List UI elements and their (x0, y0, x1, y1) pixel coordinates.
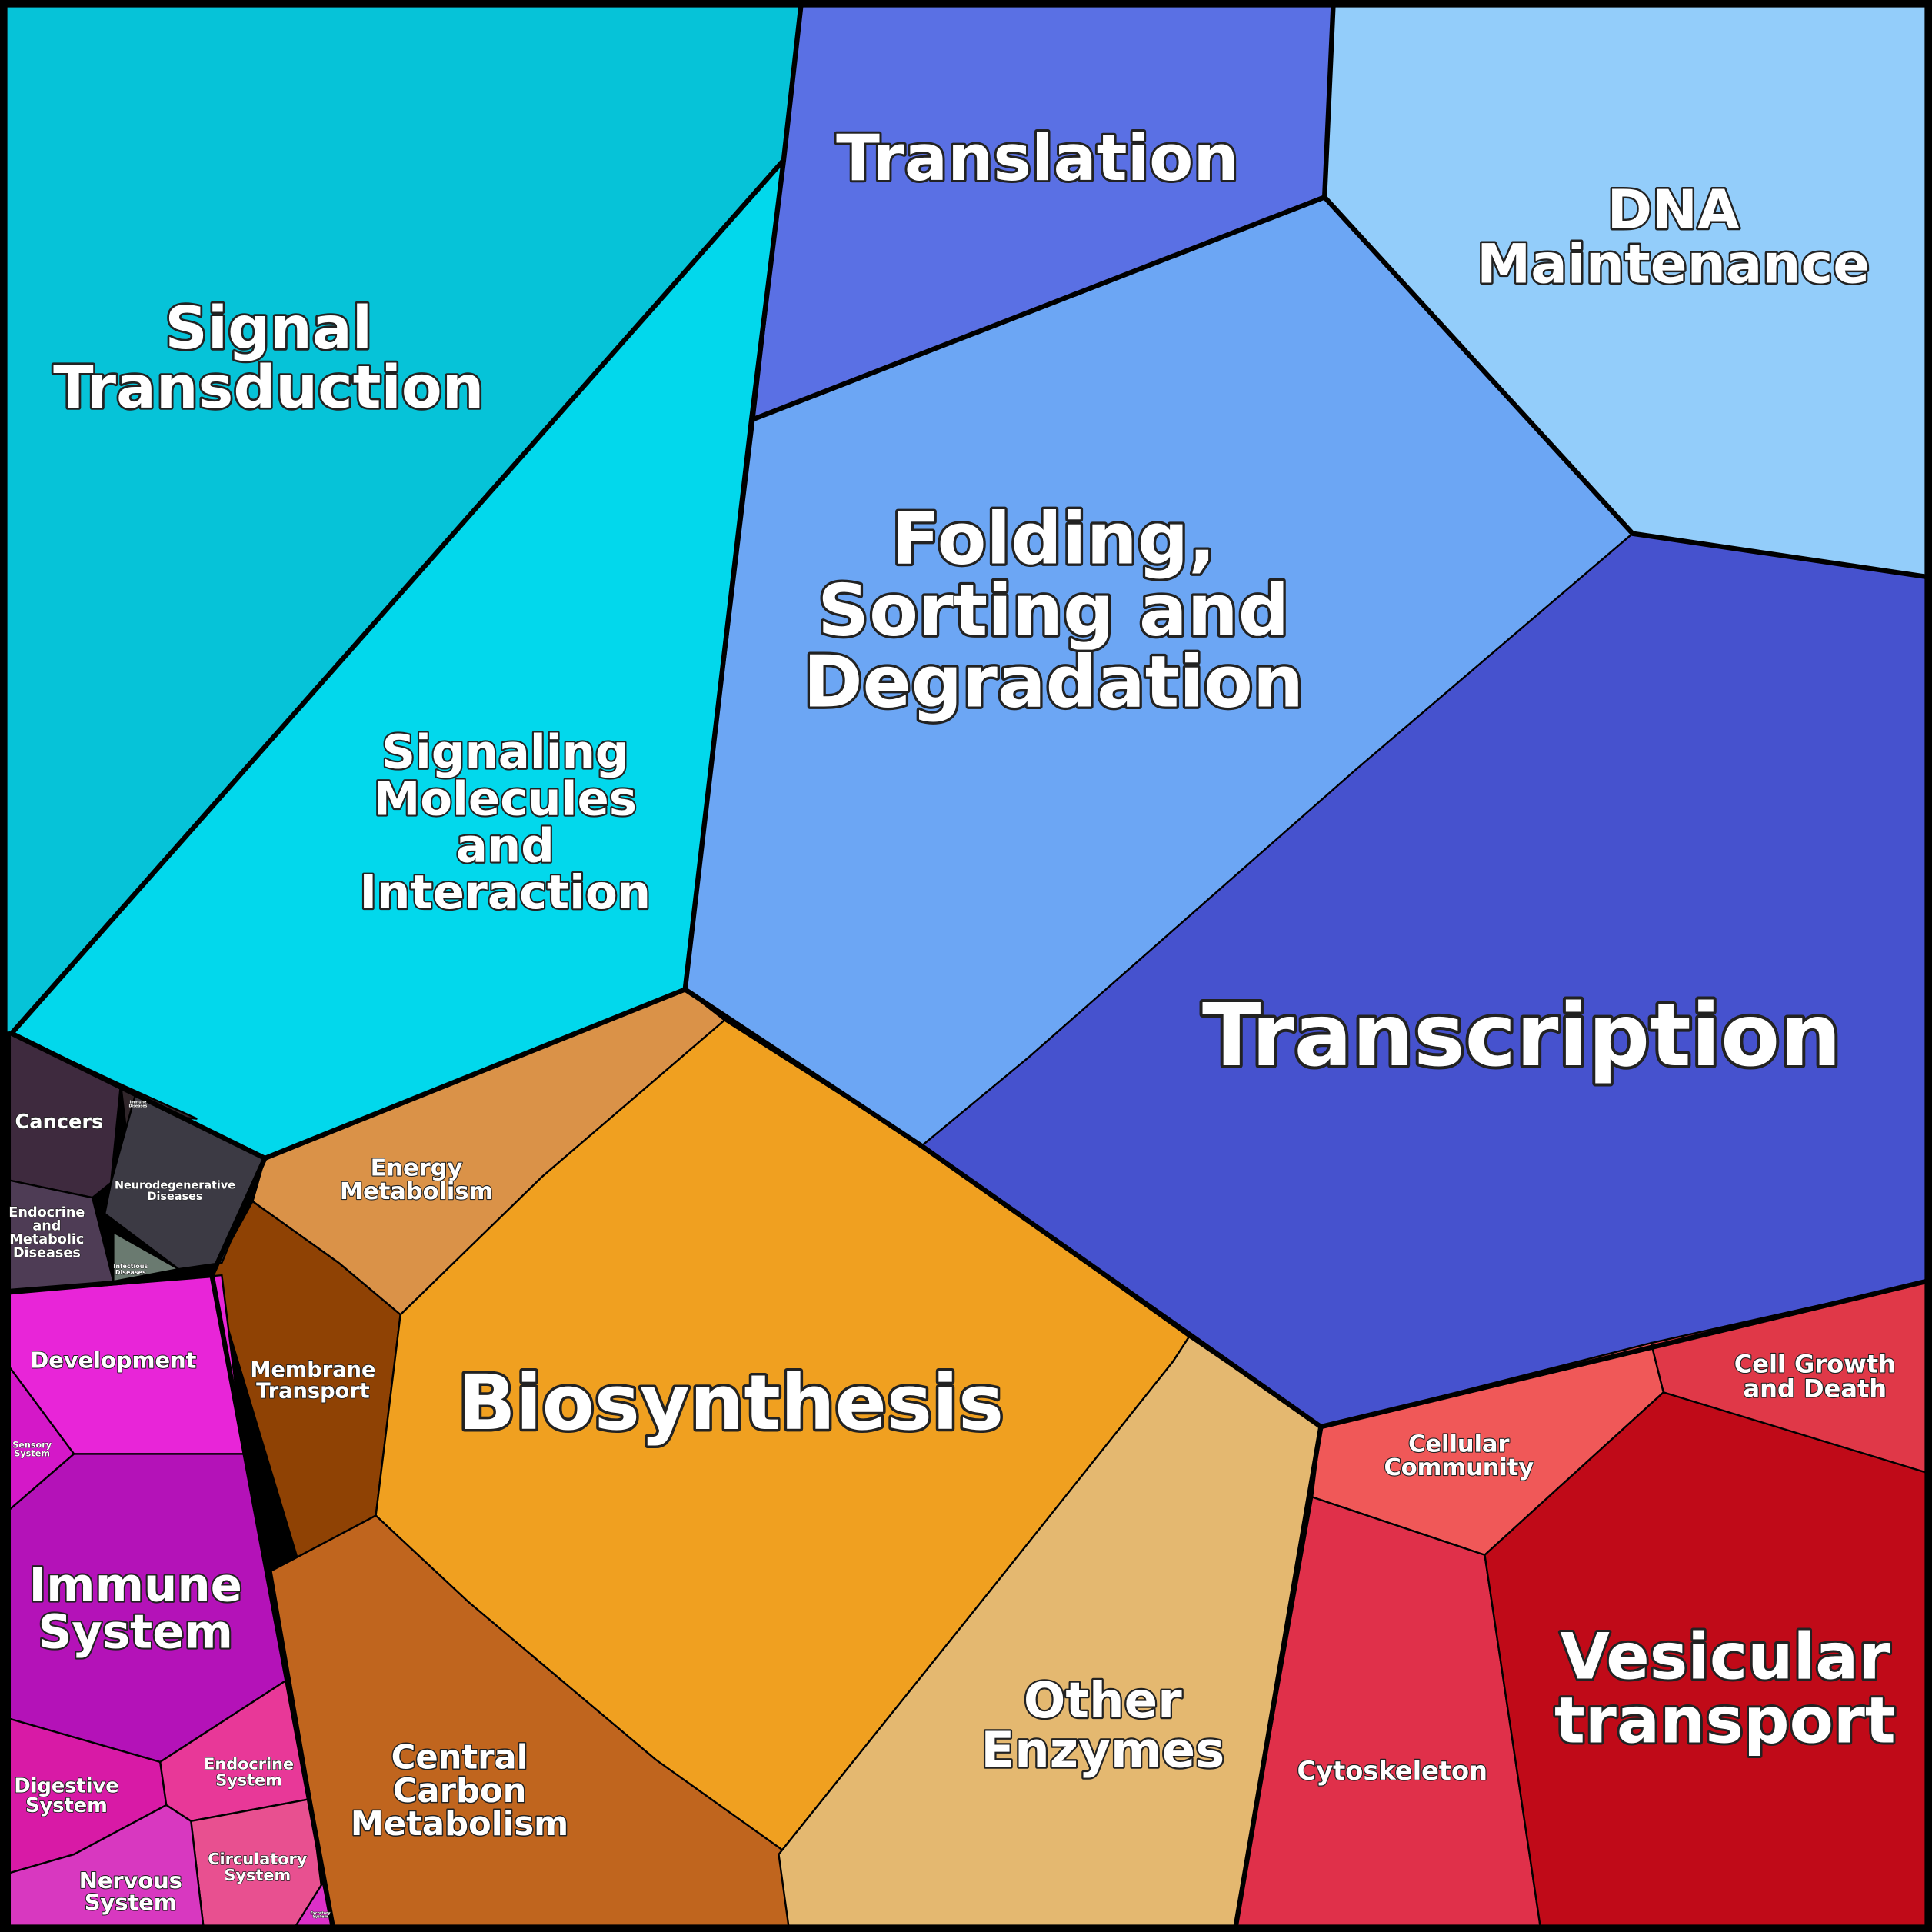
label-other-enzymes: Other Enzymes (981, 1673, 1224, 1779)
label-line: Metabolism (340, 1178, 493, 1205)
label-endocrine-system: Endocrine System (204, 1755, 294, 1790)
label-line: Transduction (53, 354, 484, 422)
label-line: Other (1024, 1673, 1182, 1730)
label-line: Immune (29, 1558, 242, 1613)
label-nervous: Nervous System (79, 1867, 182, 1916)
label-line: Sorting and (818, 569, 1289, 652)
label-line: Signal (165, 295, 372, 363)
label-cytoskeleton: Cytoskeleton (1297, 1756, 1488, 1786)
label-line: Vesicular (1560, 1619, 1890, 1694)
label-line: Diseases (128, 1104, 147, 1109)
label-line: Degradation (803, 640, 1304, 723)
label-line: Diseases (115, 1269, 146, 1276)
label-line: Membrane (250, 1358, 375, 1382)
label-line: Interaction (360, 865, 651, 920)
label-line: Translation (836, 121, 1239, 195)
label-cancers: Cancers (15, 1111, 103, 1134)
label-line: Molecules (374, 771, 637, 826)
label-line: Metabolic (9, 1232, 84, 1247)
label-line: System (85, 1890, 177, 1916)
label-line: Enzymes (981, 1722, 1224, 1779)
label-digestive: Digestive System (14, 1774, 118, 1817)
label-line: Diseases (148, 1191, 203, 1203)
label-neurodegenerative: Neurodegenerative Diseases (115, 1179, 235, 1202)
label-line: Folding, (891, 498, 1216, 581)
label-immune-system: Immune System (29, 1558, 242, 1660)
label-biosynthesis: Biosynthesis (458, 1359, 1004, 1447)
label-membrane-transport: Membrane Transport (250, 1358, 375, 1403)
label-line: Sensory (12, 1440, 52, 1450)
label-line: System (25, 1794, 108, 1817)
label-line: Transcription (1202, 986, 1841, 1086)
label-signal-transduction: Signal Transduction (53, 295, 484, 422)
label-line: System (224, 1866, 291, 1884)
label-line: System (14, 1449, 50, 1459)
region-infectious[interactable] (112, 1230, 182, 1283)
label-line: Endocrine (8, 1205, 85, 1221)
label-circulatory: Circulatory System (208, 1850, 308, 1884)
label-development: Development (30, 1347, 196, 1374)
label-line: Central (391, 1739, 528, 1777)
label-line: Circulatory (208, 1850, 308, 1868)
label-line: Infectious (113, 1263, 148, 1270)
label-line: and (32, 1218, 61, 1234)
label-signaling-molecules: Signaling Molecules and Interaction (360, 725, 651, 921)
label-line: Cell Growth (1734, 1350, 1896, 1379)
label-vesicular: Vesicular transport (1554, 1619, 1896, 1757)
label-energy-metabolism: Energy Metabolism (340, 1155, 493, 1205)
label-immune-diseases: Immune Diseases (128, 1101, 147, 1109)
label-line: System (38, 1604, 233, 1659)
label-line: Biosynthesis (458, 1359, 1004, 1447)
label-line: Neurodegenerative (115, 1179, 235, 1191)
label-line: Energy (371, 1155, 463, 1182)
label-excretory: Excretory System (311, 1911, 331, 1920)
label-line: Digestive (14, 1774, 118, 1797)
label-line: System (313, 1915, 328, 1920)
label-dna-maintenance: DNA Maintenance (1477, 178, 1870, 295)
label-line: Diseases (13, 1246, 81, 1261)
label-line: Maintenance (1477, 233, 1870, 296)
label-line: Cytoskeleton (1297, 1756, 1488, 1786)
label-line: Cellular (1408, 1431, 1509, 1457)
label-line: Endocrine (204, 1755, 294, 1774)
label-line: Transport (256, 1379, 370, 1403)
label-line: Carbon (393, 1772, 527, 1810)
label-transcription: Transcription (1202, 986, 1841, 1086)
label-line: Nervous (79, 1867, 182, 1894)
label-line: Signaling (381, 725, 628, 780)
label-cellular-community: Cellular Community (1384, 1431, 1534, 1481)
label-translation: Translation (836, 121, 1239, 195)
label-infectious: Infectious Diseases (113, 1263, 148, 1276)
label-line: Community (1384, 1454, 1534, 1481)
label-line: transport (1554, 1684, 1896, 1758)
label-line: and Death (1744, 1374, 1887, 1404)
label-central-carbon: Central Carbon Metabolism (351, 1739, 568, 1844)
label-sensory: Sensory System (12, 1440, 52, 1458)
label-line: Cancers (15, 1111, 103, 1134)
label-cell-growth: Cell Growth and Death (1734, 1350, 1896, 1404)
label-line: and (456, 818, 555, 873)
label-line: Immune (129, 1101, 147, 1105)
label-line: Development (30, 1347, 196, 1374)
label-folding: Folding, Sorting and Degradation (803, 498, 1304, 724)
label-line: Metabolism (351, 1805, 568, 1844)
label-endocrine-metabolic: Endocrine and Metabolic Diseases (8, 1205, 85, 1261)
label-line: DNA (1607, 178, 1740, 242)
label-line: System (215, 1770, 282, 1789)
label-line: Excretory (311, 1911, 331, 1916)
